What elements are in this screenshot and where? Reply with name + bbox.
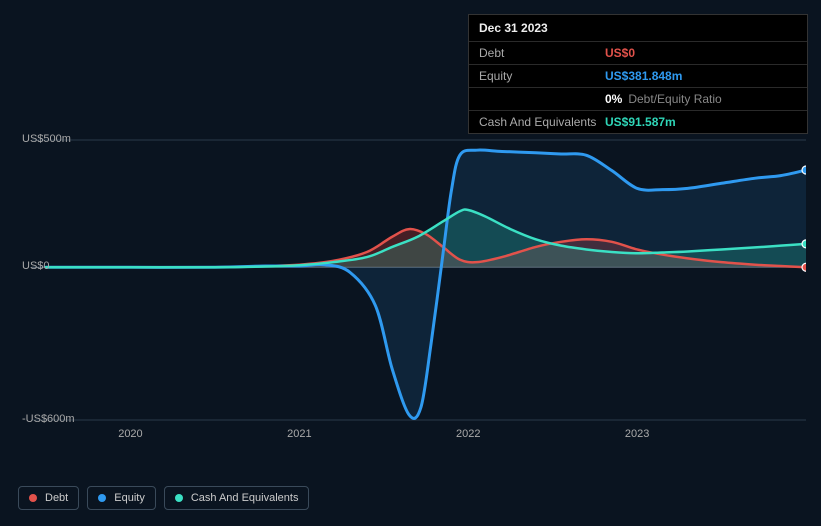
legend-item-equity[interactable]: Equity <box>87 486 156 510</box>
legend-label: Cash And Equivalents <box>191 492 299 504</box>
tooltip-extra: Debt/Equity Ratio <box>628 92 721 106</box>
y-axis-label: -US$600m <box>22 413 75 425</box>
tooltip-label <box>479 92 605 106</box>
y-axis-label: US$500m <box>22 133 71 145</box>
tooltip-row: EquityUS$381.848m <box>469 64 807 87</box>
tooltip-label: Equity <box>479 69 605 83</box>
tooltip-value: US$91.587m <box>605 115 676 129</box>
legend-label: Debt <box>45 492 68 504</box>
tooltip-value: US$381.848m <box>605 69 682 83</box>
x-axis-label: 2023 <box>625 428 649 440</box>
chart-svg <box>16 120 806 450</box>
y-axis-label: US$0 <box>22 260 50 272</box>
debt-equity-chart[interactable]: US$500m US$0 -US$600m 2020 2021 2022 2023 <box>16 120 806 450</box>
tooltip-row: 0%Debt/Equity Ratio <box>469 87 807 110</box>
tooltip-row: DebtUS$0 <box>469 41 807 64</box>
tooltip-value: US$0 <box>605 46 635 60</box>
chart-tooltip: Dec 31 2023 DebtUS$0EquityUS$381.848m0%D… <box>468 14 808 134</box>
x-axis-label: 2022 <box>456 428 480 440</box>
legend-swatch <box>29 494 37 502</box>
legend-label: Equity <box>114 492 145 504</box>
legend-item-debt[interactable]: Debt <box>18 486 79 510</box>
tooltip-date: Dec 31 2023 <box>469 15 807 41</box>
tooltip-label: Cash And Equivalents <box>479 115 605 129</box>
legend-item-cash-and-equivalents[interactable]: Cash And Equivalents <box>164 486 310 510</box>
legend-swatch <box>98 494 106 502</box>
tooltip-row: Cash And EquivalentsUS$91.587m <box>469 110 807 133</box>
x-axis-label: 2021 <box>287 428 311 440</box>
tooltip-label: Debt <box>479 46 605 60</box>
legend-swatch <box>175 494 183 502</box>
chart-legend: Debt Equity Cash And Equivalents <box>18 486 309 510</box>
tooltip-value: 0%Debt/Equity Ratio <box>605 92 722 106</box>
x-axis-label: 2020 <box>118 428 142 440</box>
